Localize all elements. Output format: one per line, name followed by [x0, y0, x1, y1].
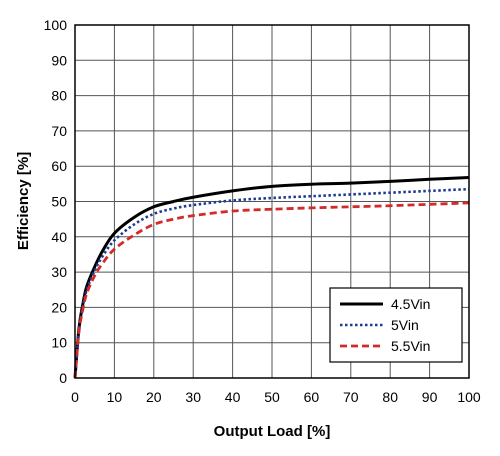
x-tick-label: 90 [422, 389, 438, 405]
series-layer [73, 175, 470, 379]
y-tick-label: 0 [59, 370, 67, 386]
y-tick-label: 40 [51, 229, 67, 245]
x-tick-label: 60 [304, 389, 320, 405]
y-tick-label: 60 [51, 158, 67, 174]
y-tick-label: 80 [51, 88, 67, 104]
x-axis-label: Output Load [%] [214, 423, 331, 440]
legend-label: 5Vin [391, 317, 419, 333]
legend: 4.5Vin 5Vin 5.5Vin [329, 287, 463, 363]
y-tick-label: 100 [44, 17, 68, 33]
y-tick-label: 90 [51, 52, 67, 68]
x-tick-label: 70 [343, 389, 359, 405]
legend-label: 5.5Vin [391, 338, 430, 354]
x-tick-labels: 0 10 20 30 40 50 60 70 80 90 100 [71, 389, 481, 405]
x-tick-label: 0 [71, 389, 79, 405]
plot-frame [74, 24, 470, 379]
x-tick-label: 10 [107, 389, 123, 405]
series-line-3 [73, 201, 470, 379]
x-tick-label: 50 [264, 389, 280, 405]
x-tick-label: 40 [225, 389, 241, 405]
y-tick-label: 30 [51, 264, 67, 280]
legend-label: 4.5Vin [391, 296, 430, 312]
y-axis-label: Efficiency [%] [15, 152, 32, 250]
y-tick-label: 20 [51, 299, 67, 315]
series-line-2 [73, 187, 470, 379]
y-tick-label: 10 [51, 335, 67, 351]
x-tick-label: 30 [185, 389, 201, 405]
x-tick-label: 80 [382, 389, 398, 405]
x-tick-label: 20 [146, 389, 162, 405]
y-tick-label: 70 [51, 123, 67, 139]
x-tick-label: 100 [457, 389, 481, 405]
y-tick-label: 50 [51, 194, 67, 210]
y-tick-labels: 0 10 20 30 40 50 60 70 80 90 100 [44, 17, 68, 386]
